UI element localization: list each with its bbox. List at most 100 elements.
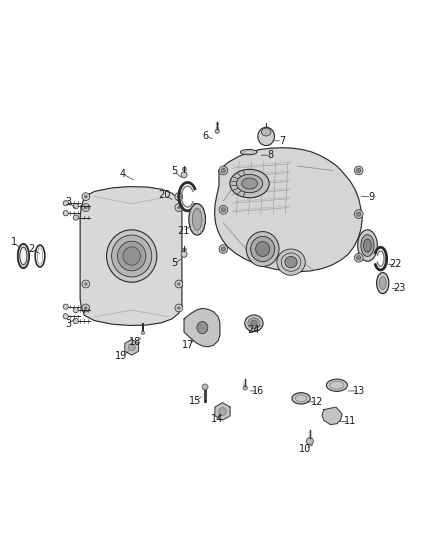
Ellipse shape xyxy=(251,320,257,326)
Ellipse shape xyxy=(251,236,275,262)
Polygon shape xyxy=(215,148,362,272)
Circle shape xyxy=(63,304,68,309)
Ellipse shape xyxy=(189,204,205,235)
Ellipse shape xyxy=(377,272,389,294)
Circle shape xyxy=(141,331,145,335)
Circle shape xyxy=(175,204,183,212)
Circle shape xyxy=(219,205,228,214)
Polygon shape xyxy=(184,309,220,347)
Polygon shape xyxy=(322,407,342,425)
Ellipse shape xyxy=(258,127,275,146)
Circle shape xyxy=(354,166,363,175)
Ellipse shape xyxy=(245,315,263,332)
Circle shape xyxy=(357,212,361,216)
Circle shape xyxy=(82,193,90,200)
Text: 2: 2 xyxy=(28,244,34,254)
Circle shape xyxy=(243,386,247,390)
Circle shape xyxy=(221,207,226,212)
Text: 8: 8 xyxy=(268,150,274,160)
Circle shape xyxy=(63,313,68,319)
Circle shape xyxy=(221,247,226,251)
Ellipse shape xyxy=(246,231,279,266)
Circle shape xyxy=(221,168,226,173)
Text: 23: 23 xyxy=(393,284,406,293)
Polygon shape xyxy=(215,403,230,420)
Ellipse shape xyxy=(230,169,269,198)
Ellipse shape xyxy=(261,128,271,136)
Ellipse shape xyxy=(379,277,386,289)
Ellipse shape xyxy=(277,249,305,275)
Circle shape xyxy=(63,200,68,206)
Ellipse shape xyxy=(18,244,29,268)
Circle shape xyxy=(175,280,183,288)
Circle shape xyxy=(73,318,78,324)
Circle shape xyxy=(175,304,183,312)
Circle shape xyxy=(354,253,363,262)
Circle shape xyxy=(219,166,228,175)
Ellipse shape xyxy=(326,379,347,391)
Ellipse shape xyxy=(240,149,257,155)
Text: 18: 18 xyxy=(129,337,141,347)
Circle shape xyxy=(73,308,78,313)
Polygon shape xyxy=(80,187,182,326)
Circle shape xyxy=(181,172,187,178)
Polygon shape xyxy=(125,340,138,355)
Circle shape xyxy=(177,195,180,198)
Ellipse shape xyxy=(106,230,157,282)
Circle shape xyxy=(219,245,228,253)
Text: 21: 21 xyxy=(177,225,189,236)
Circle shape xyxy=(354,210,363,219)
Text: 3: 3 xyxy=(65,197,71,207)
Ellipse shape xyxy=(117,241,146,271)
Ellipse shape xyxy=(197,321,208,334)
Text: 14: 14 xyxy=(211,414,223,424)
Text: 4: 4 xyxy=(120,169,126,179)
Text: 24: 24 xyxy=(247,325,259,335)
Text: 3: 3 xyxy=(65,319,71,329)
Text: 17: 17 xyxy=(182,340,194,350)
Text: 9: 9 xyxy=(369,192,375,201)
Circle shape xyxy=(175,193,183,200)
Ellipse shape xyxy=(123,247,141,265)
Circle shape xyxy=(82,304,90,312)
Text: 5: 5 xyxy=(171,166,177,176)
Circle shape xyxy=(128,344,135,351)
Text: 10: 10 xyxy=(299,444,311,454)
Circle shape xyxy=(82,204,90,212)
Circle shape xyxy=(82,280,90,288)
Ellipse shape xyxy=(285,256,297,268)
Ellipse shape xyxy=(242,178,258,189)
Ellipse shape xyxy=(357,230,377,261)
Text: 1: 1 xyxy=(11,238,17,247)
Circle shape xyxy=(177,206,180,209)
Circle shape xyxy=(357,256,361,260)
Circle shape xyxy=(219,408,226,415)
Text: 6: 6 xyxy=(202,131,208,141)
Text: 15: 15 xyxy=(189,396,201,406)
Text: 13: 13 xyxy=(353,386,365,396)
Ellipse shape xyxy=(192,208,202,230)
Ellipse shape xyxy=(256,241,270,256)
Text: 19: 19 xyxy=(115,351,127,360)
Circle shape xyxy=(177,282,180,286)
Text: 16: 16 xyxy=(252,386,265,396)
Circle shape xyxy=(306,438,313,445)
Circle shape xyxy=(215,129,219,133)
Text: 22: 22 xyxy=(389,260,402,269)
Ellipse shape xyxy=(364,239,371,252)
Ellipse shape xyxy=(20,247,27,265)
Circle shape xyxy=(357,168,361,173)
Circle shape xyxy=(84,206,88,209)
Circle shape xyxy=(73,215,78,220)
Ellipse shape xyxy=(112,235,152,277)
Circle shape xyxy=(84,306,88,310)
Text: 5: 5 xyxy=(171,259,177,269)
Circle shape xyxy=(181,251,187,257)
Circle shape xyxy=(84,195,88,198)
Circle shape xyxy=(84,282,88,286)
Text: 11: 11 xyxy=(344,416,356,426)
Circle shape xyxy=(73,204,78,209)
Text: 20: 20 xyxy=(159,190,171,200)
Circle shape xyxy=(177,306,180,310)
Ellipse shape xyxy=(292,393,310,404)
